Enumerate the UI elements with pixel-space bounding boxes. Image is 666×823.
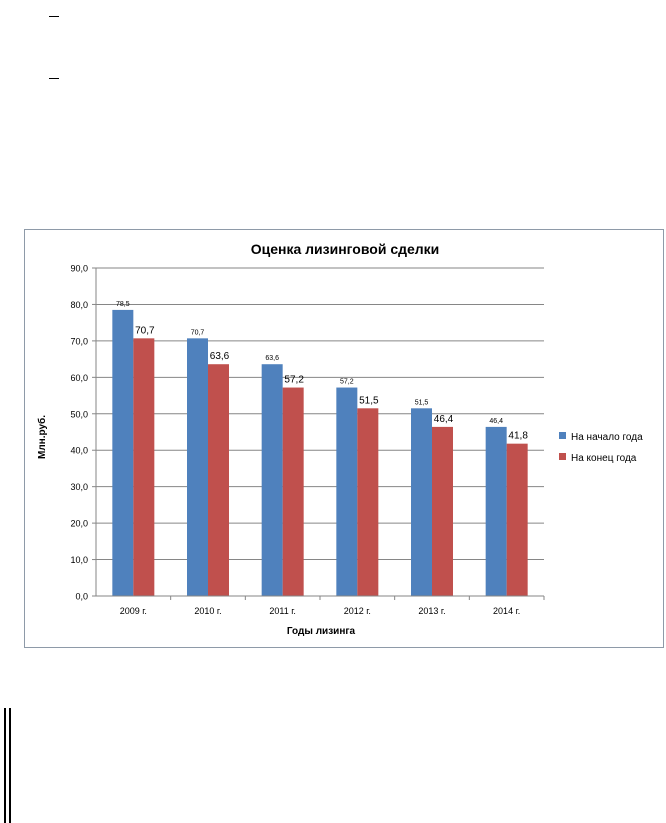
x-tick-label: 2012 г.: [344, 606, 371, 616]
bar-end: [133, 338, 155, 596]
gridlines: [92, 267, 544, 597]
y-tick-label: 70,0: [70, 336, 88, 346]
data-label: 63,6: [265, 355, 279, 362]
x-tick-label: 2014 г.: [493, 606, 520, 616]
y-tick-label: 80,0: [70, 300, 88, 310]
data-label: 41,8: [508, 431, 528, 442]
bar-end: [357, 408, 379, 596]
legend-label: На конец года: [571, 453, 637, 464]
y-tick-label: 30,0: [70, 482, 88, 492]
legend-swatch: [559, 453, 566, 460]
bar-end: [282, 387, 304, 596]
data-label: 51,5: [415, 399, 429, 406]
y-tick-label: 90,0: [70, 264, 88, 274]
data-label: 46,4: [489, 418, 503, 425]
data-label: 70,7: [191, 329, 205, 336]
data-label: 51,5: [359, 395, 379, 406]
bar-start: [261, 364, 283, 596]
bar-start: [112, 309, 134, 596]
data-label: 70,7: [135, 325, 155, 336]
data-label: 46,4: [434, 414, 454, 425]
y-axis-label: Млн.руб.: [36, 415, 48, 459]
bar-start: [411, 408, 432, 596]
y-tick-label: 50,0: [70, 409, 88, 419]
data-label: 63,6: [210, 351, 230, 362]
x-tick-label: 2009 г.: [120, 606, 147, 616]
x-axis-label: Годы лизинга: [287, 626, 356, 637]
data-label: 78,5: [116, 301, 130, 308]
legend-swatch: [559, 432, 566, 439]
bar-chart: Оценка лизинговой сделки 0,0 10,0 20,0 30,0…: [36, 241, 643, 637]
chart-title: Оценка лизинговой сделки: [251, 241, 440, 257]
bar-start: [336, 387, 358, 596]
y-tick-label: 10,0: [70, 555, 88, 565]
bar-start: [485, 426, 507, 596]
y-tick-label: 20,0: [70, 519, 88, 529]
bars: [112, 309, 528, 596]
legend-label: На начало года: [571, 432, 643, 443]
bar-end: [506, 443, 528, 596]
legend: На начало года На конец года: [559, 432, 643, 464]
bar-start: [187, 338, 208, 596]
x-axis-ticks: 2009 г. 2010 г. 2011 г. 2012 г. 2013 г. 2014 …: [120, 596, 545, 616]
y-tick-label: 40,0: [70, 446, 88, 456]
chart-frame: Оценка лизинговой сделки 0,0 10,0 20,0 30,0…: [24, 229, 664, 648]
margin-line: [9, 708, 11, 823]
y-axis-ticks: 0,0 10,0 20,0 30,0 40,0 50,0 60,0 70,0 80,0 90,0: [70, 264, 88, 602]
data-label: 57,2: [284, 375, 304, 386]
data-label: 57,2: [340, 379, 354, 386]
x-tick-label: 2013 г.: [418, 606, 445, 616]
x-tick-label: 2011 г.: [269, 606, 296, 616]
x-tick-label: 2010 г.: [194, 606, 221, 616]
list-dash: [49, 16, 59, 17]
bar-end: [432, 426, 453, 596]
list-dash: [49, 78, 59, 79]
y-tick-label: 60,0: [70, 373, 88, 383]
data-labels: 78,5 70,7 70,7 63,6 63,6 57,2 57,2 51,5 51,5 46,4…: [116, 301, 528, 442]
margin-line: [4, 708, 6, 823]
y-tick-label: 0,0: [75, 592, 88, 602]
bar-end: [208, 364, 229, 596]
